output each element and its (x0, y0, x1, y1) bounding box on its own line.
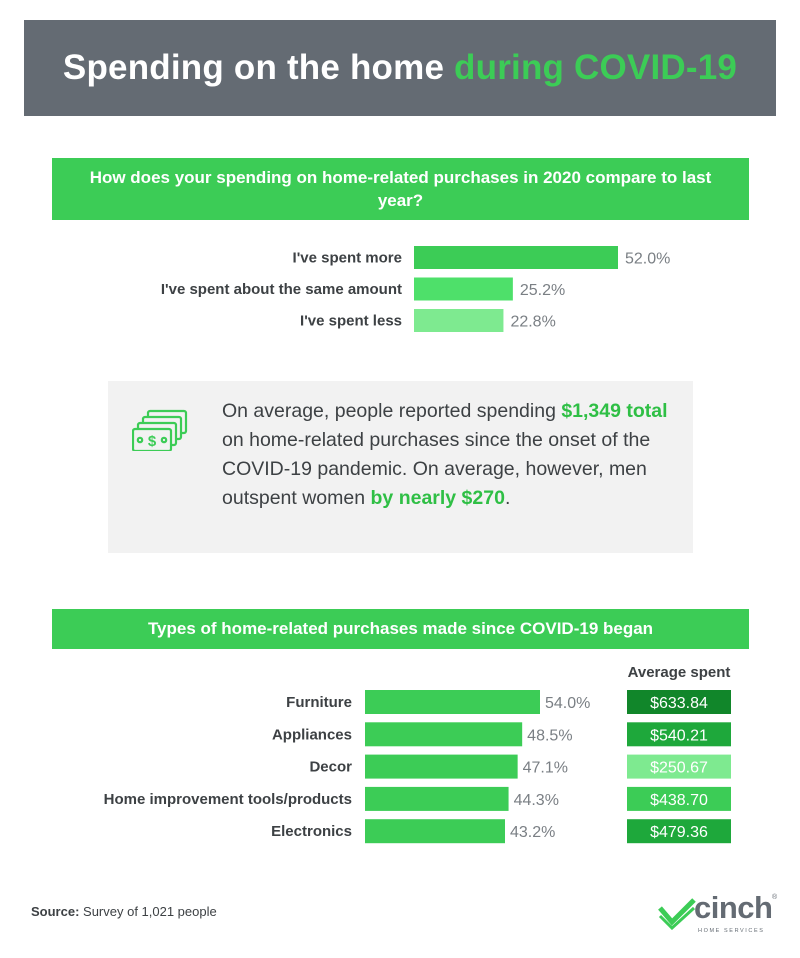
callout-text: On average, people reported spending $1,… (222, 397, 682, 513)
average-spent-box (627, 786, 731, 811)
title-main: Spending on the home (62, 48, 455, 87)
average-spent-box (627, 690, 731, 714)
bar-value-label: 43.2% (510, 824, 555, 841)
source-label: Source: (31, 904, 80, 919)
average-spent-value: $633.84 (650, 695, 708, 712)
callout-highlight-total: $1,349 total (561, 400, 668, 422)
bar-label: Furniture (286, 694, 352, 711)
page-title: Spending on the home during COVID-19 (63, 48, 737, 88)
average-spent-value: $479.36 (650, 824, 708, 841)
bar (365, 786, 509, 811)
bar (414, 309, 504, 332)
average-spending-callout: $ On average, people reported spending $… (108, 381, 693, 553)
bar-label: Appliances (272, 726, 352, 743)
bar-label: I've spent less (300, 313, 402, 330)
source-note: Source: Survey of 1,021 people (31, 904, 217, 919)
bar-value-label: 48.5% (527, 727, 572, 744)
bar-value-label: 44.3% (514, 792, 559, 809)
callout-text-3: . (504, 487, 511, 509)
logo-subtitle: HOME SERVICES (698, 928, 765, 934)
cinch-check-icon (658, 898, 696, 930)
section1-question-banner: How does your spending on home-related p… (52, 158, 749, 220)
cinch-logo: cinch ® HOME SERVICES (658, 890, 778, 940)
bar-value-label: 54.0% (545, 695, 590, 712)
bar (365, 754, 518, 779)
bar (414, 246, 618, 269)
section2-title-banner: Types of home-related purchases made sin… (52, 609, 749, 649)
bar-value-label: 25.2% (520, 282, 565, 299)
bar-label: Electronics (271, 823, 352, 840)
bar-value-label: 47.1% (523, 760, 568, 777)
bar-label: I've spent more (293, 250, 402, 267)
bar-label: I've spent about the same amount (161, 281, 402, 298)
svg-text:$: $ (148, 433, 157, 450)
callout-text-1: On average, people reported spending (222, 400, 562, 422)
average-spent-box (627, 819, 731, 844)
bar (365, 819, 505, 844)
page-header: Spending on the home during COVID-19 (24, 20, 776, 116)
bar-label: Decor (309, 759, 352, 776)
logo-wordmark: cinch (694, 890, 773, 925)
bar (365, 690, 540, 714)
title-accent: during COVID-19 (454, 48, 738, 87)
average-spent-header: Average spent (628, 664, 731, 681)
average-spent-value: $540.21 (650, 727, 708, 744)
logo-registered-mark: ® (772, 894, 778, 901)
callout-highlight-difference: by nearly $270 (370, 487, 505, 509)
bar-value-label: 52.0% (625, 251, 670, 268)
callout-text-2: on home-related purchases since the onse… (222, 429, 651, 509)
average-spent-box (627, 722, 731, 747)
bar (414, 277, 513, 301)
source-text: Survey of 1,021 people (79, 904, 217, 919)
bar-label: Home improvement tools/products (104, 791, 352, 808)
average-spent-value: $438.70 (650, 792, 708, 809)
bar-value-label: 22.8% (510, 314, 555, 331)
bar (365, 722, 523, 747)
average-spent-box (627, 754, 731, 779)
money-stack-icon: $ (132, 409, 188, 451)
average-spent-value: $250.67 (650, 760, 708, 777)
